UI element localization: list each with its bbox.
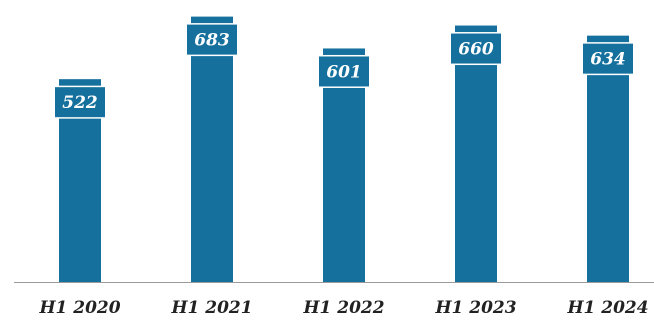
bars-group: [59, 16, 629, 283]
bar-4: [587, 35, 629, 282]
data-label-box-4: [581, 42, 635, 76]
data-label-3: 660: [458, 40, 494, 60]
data-label-box-3: [449, 32, 503, 66]
bar-1: [191, 16, 233, 283]
data-label-box-0: [53, 85, 107, 119]
data-label-box-2: [317, 54, 371, 88]
x-tick-label-2: H1 2022: [302, 298, 384, 318]
data-label-box-1: [185, 23, 239, 57]
data-label-4: 634: [590, 50, 626, 70]
x-tick-labels: H1 2020 H1 2021 H1 2022 H1 2023 H1 2024: [38, 298, 648, 318]
bar-3: [455, 25, 497, 283]
x-tick-label-1: H1 2021: [170, 298, 252, 318]
x-tick-label-4: H1 2024: [566, 298, 648, 318]
x-tick-label-3: H1 2023: [434, 298, 516, 318]
x-tick-label-0: H1 2020: [38, 298, 120, 318]
data-label-2: 601: [326, 62, 362, 82]
data-label-0: 522: [62, 93, 98, 113]
data-labels: 522 683 601 660 634: [53, 23, 635, 119]
data-label-1: 683: [194, 31, 230, 51]
